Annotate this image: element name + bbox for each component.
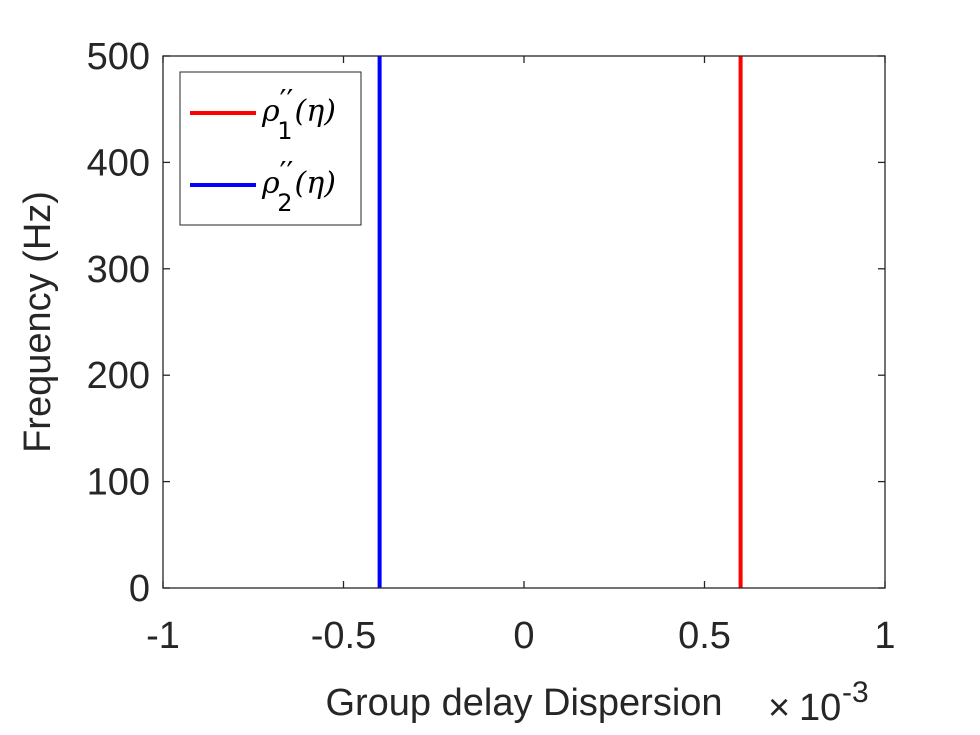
y-tick-label: 400 [87, 142, 150, 184]
x-axis-title: Group delay Dispersion [325, 682, 722, 724]
y-tick-label: 0 [129, 568, 150, 610]
legend-box [179, 71, 362, 226]
y-tick-label: 500 [87, 36, 150, 78]
x-exponent-label: × 10 -3 [768, 676, 869, 729]
y-ticks: 0 100 200 300 400 500 [87, 36, 885, 610]
y-tick-label: 300 [87, 249, 150, 291]
x-tick-label: 0 [513, 615, 534, 657]
x-tick-label: 1 [874, 615, 895, 657]
x-exponent-power: -3 [842, 676, 869, 709]
y-tick-label: 100 [87, 462, 150, 504]
x-tick-label: -1 [146, 615, 180, 657]
legend: ρ′′ 1(η) ρ′′ 2(η) [179, 71, 362, 226]
y-tick-label: 200 [87, 355, 150, 397]
y-axis-title: Frequency (Hz) [17, 191, 59, 453]
x-tick-label: -0.5 [311, 615, 376, 657]
legend-label-1: ρ′′ 1(η) [261, 84, 336, 145]
x-ticks: -1 -0.5 0 0.5 1 [146, 56, 896, 657]
legend-label-2: ρ′′ 2(η) [261, 156, 336, 217]
series-layer [377, 56, 743, 588]
x-exponent-base: 10 [799, 687, 841, 729]
x-tick-label: 0.5 [678, 615, 731, 657]
x-exponent-times: × [768, 687, 790, 729]
